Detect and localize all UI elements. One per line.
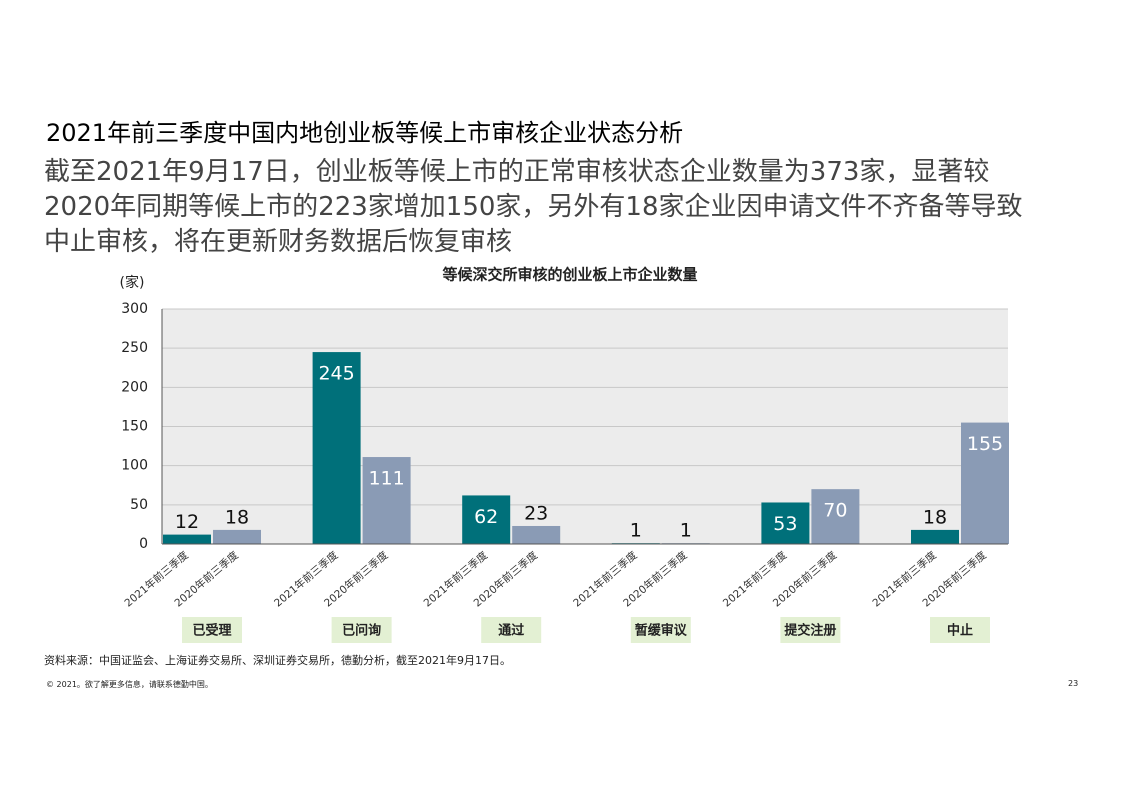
y-tick-label: 100 xyxy=(121,458,148,474)
y-tick-label: 300 xyxy=(121,301,148,317)
category-box xyxy=(182,617,242,643)
bar xyxy=(462,495,511,544)
data-label: 23 xyxy=(524,502,548,524)
y-axis-label: (家) xyxy=(120,274,145,291)
bar xyxy=(312,352,361,544)
category-box xyxy=(630,617,691,643)
category-box xyxy=(780,617,841,643)
data-label: 245 xyxy=(318,363,354,385)
footer: © 2021。欲了解更多信息，请联系德勤中国。 xyxy=(46,680,213,689)
y-tick-label: 50 xyxy=(130,497,148,513)
category-box xyxy=(481,617,542,643)
page-number: 23 xyxy=(1068,679,1079,688)
data-label: 1 xyxy=(680,520,692,542)
data-label: 1 xyxy=(630,520,642,542)
category-label: 提交注册 xyxy=(784,623,836,639)
subtitle-line: 中止审核，将在更新财务数据后恢复审核 xyxy=(44,227,513,257)
category-label: 通过 xyxy=(498,623,524,639)
y-tick-label: 250 xyxy=(121,340,148,356)
chart: 等候深交所审核的创业板上市企业数量 (家) 0 50 100 150 200 250 300… xyxy=(120,266,1009,643)
slide-title: 2021年前三季度中国内地创业板等候上市审核企业状态分析 xyxy=(46,119,684,147)
bar xyxy=(811,489,860,544)
data-label: 53 xyxy=(773,513,797,535)
source: 资料来源：中国证监会、上海证券交易所、深圳证券交易所，德勤分析，截至2021年9… xyxy=(44,654,511,667)
bar xyxy=(911,529,959,544)
subtitle-line: 截至2021年9月17日，创业板等候上市的正常审核状态企业数量为373家，显著较 xyxy=(44,157,990,187)
data-label: 18 xyxy=(225,506,249,528)
bar xyxy=(163,534,211,544)
data-label: 155 xyxy=(967,433,1003,455)
y-tick-label: 200 xyxy=(121,379,148,395)
bar xyxy=(961,422,1009,544)
data-label: 18 xyxy=(923,506,947,528)
category-label: 暂缓审议 xyxy=(635,623,688,639)
chart-title: 等候深交所审核的创业板上市企业数量 xyxy=(442,266,697,284)
category-box xyxy=(331,617,392,643)
category-label: 已问询 xyxy=(342,623,381,639)
subtitle-line: 2020年同期等候上市的223家增加150家，另外有18家企业因申请文件不齐备等… xyxy=(44,192,1023,222)
data-label: 111 xyxy=(368,468,404,490)
y-tick-label: 0 xyxy=(139,536,148,552)
bar xyxy=(213,529,261,544)
data-label: 12 xyxy=(175,511,199,533)
bar xyxy=(761,502,810,544)
bar xyxy=(362,457,411,544)
data-label: 62 xyxy=(474,506,498,528)
data-label: 70 xyxy=(823,500,847,522)
category-label: 已受理 xyxy=(192,623,231,639)
category-label: 中止 xyxy=(947,623,973,639)
bar xyxy=(512,525,561,544)
category-box xyxy=(930,617,990,643)
y-tick-label: 150 xyxy=(121,419,148,435)
